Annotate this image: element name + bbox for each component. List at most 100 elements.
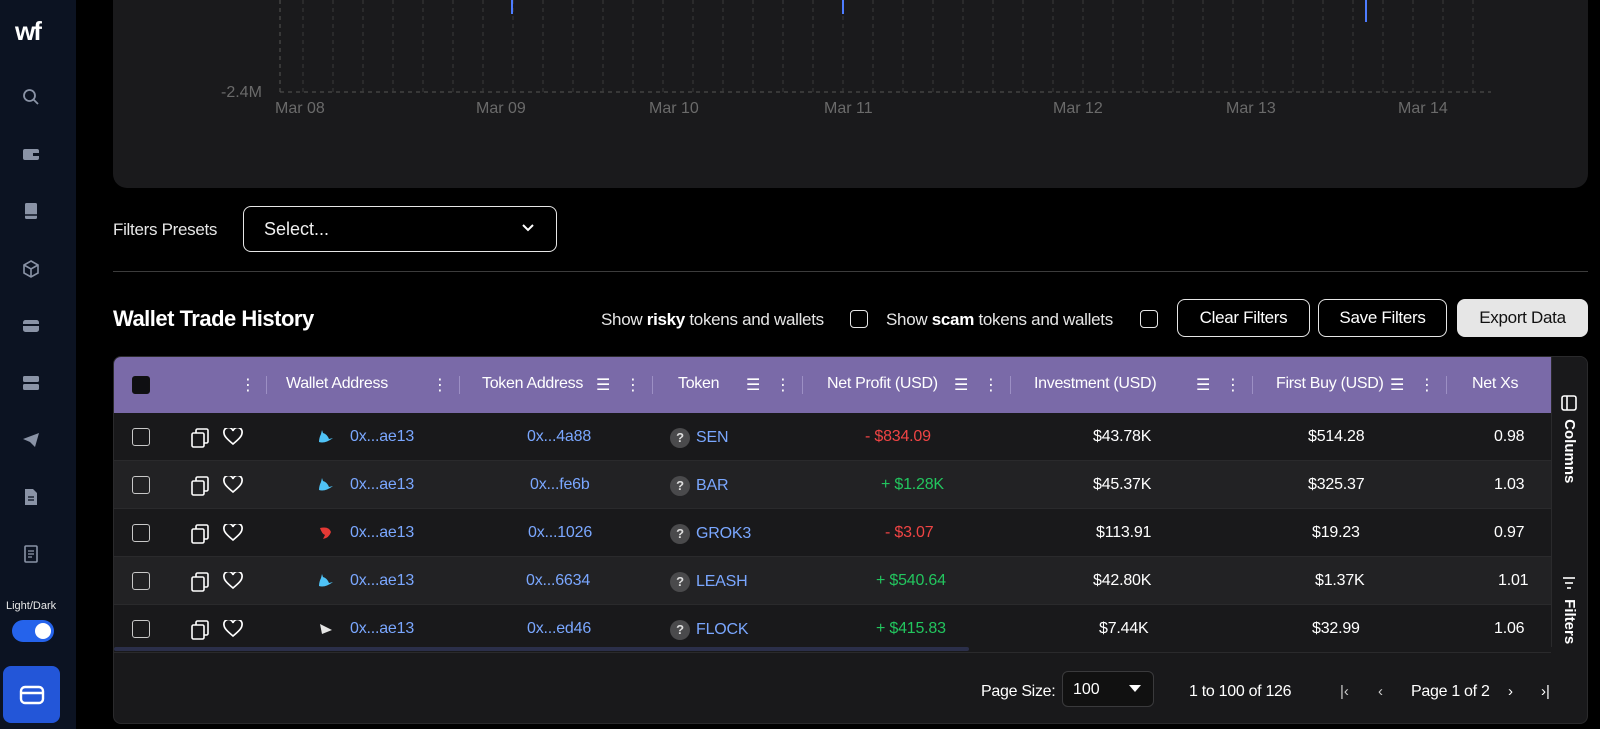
heart-icon[interactable] — [223, 522, 243, 547]
last-page-icon[interactable]: ›| — [1541, 683, 1550, 700]
export-data-button[interactable]: Export Data — [1457, 299, 1588, 337]
first-buy-value: $1.37K — [1315, 572, 1365, 589]
filter-icon — [1563, 577, 1575, 589]
filters-presets-select[interactable]: Select... — [243, 206, 557, 252]
clear-filters-button[interactable]: Clear Filters — [1177, 299, 1310, 337]
filters-tab[interactable]: Filters — [1561, 575, 1578, 644]
filters-presets-label: Filters Presets — [113, 220, 218, 239]
column-menu-icon[interactable]: ⋮ — [432, 377, 448, 394]
col-investment[interactable]: Investment (USD) — [1034, 375, 1157, 392]
save-filters-button[interactable]: Save Filters — [1318, 299, 1447, 337]
heart-icon[interactable] — [223, 426, 243, 451]
book-icon[interactable] — [20, 200, 42, 222]
columns-icon — [1561, 395, 1577, 411]
token-link[interactable]: ? FLOCK — [670, 620, 749, 640]
row-checkbox[interactable] — [132, 620, 150, 638]
filter-icon[interactable]: ☰ — [1196, 377, 1211, 394]
telegram-icon[interactable] — [20, 429, 42, 451]
col-token-address[interactable]: Token Address — [482, 375, 584, 392]
app-logo[interactable]: wf — [15, 16, 42, 46]
next-page-icon[interactable]: › — [1508, 683, 1513, 700]
copy-icon[interactable] — [191, 428, 209, 453]
select-value: Select... — [264, 218, 330, 239]
sidebar: wf Light/Dark — [0, 0, 76, 729]
token-link[interactable]: ? LEASH — [670, 572, 748, 592]
token-address-link[interactable]: 0x...6634 — [526, 572, 591, 589]
pnl-chart: -2.4M Mar 08 Mar 09 Mar 10 Mar 11 Mar 12… — [113, 0, 1588, 188]
wallet-address-link[interactable]: 0x...ae13 — [350, 428, 415, 445]
card-icon[interactable] — [20, 315, 42, 337]
row-checkbox[interactable] — [132, 524, 150, 542]
col-wallet-address[interactable]: Wallet Address — [286, 375, 388, 392]
theme-toggle[interactable] — [12, 620, 54, 642]
column-menu-icon[interactable]: ⋮ — [775, 377, 791, 394]
page-size-value: 100 — [1073, 681, 1100, 698]
net-profit-value: + $540.64 — [876, 572, 946, 589]
page-size-select[interactable]: 100 — [1062, 671, 1154, 707]
col-first-buy[interactable]: First Buy (USD) — [1276, 375, 1384, 392]
document-icon[interactable] — [20, 486, 42, 508]
filter-icon[interactable]: ☰ — [1390, 377, 1405, 394]
columns-tab[interactable]: Columns — [1561, 395, 1578, 483]
token-link[interactable]: ? GROK3 — [670, 524, 751, 544]
heart-icon[interactable] — [223, 474, 243, 499]
investment-value: $42.80K — [1093, 572, 1152, 589]
token-link[interactable]: ? BAR — [670, 476, 729, 496]
row-checkbox[interactable] — [132, 572, 150, 590]
filter-icon[interactable]: ☰ — [596, 377, 611, 394]
col-net-xs[interactable]: Net Xs — [1472, 375, 1519, 392]
search-icon[interactable] — [20, 86, 42, 108]
server-icon[interactable] — [20, 372, 42, 394]
copy-icon[interactable] — [191, 620, 209, 645]
column-menu-icon[interactable]: ⋮ — [983, 377, 999, 394]
first-buy-value: $514.28 — [1308, 428, 1365, 445]
first-page-icon[interactable]: |‹ — [1340, 683, 1349, 700]
first-buy-value: $19.23 — [1312, 524, 1360, 541]
whale-icon — [317, 572, 335, 595]
column-menu-icon[interactable]: ⋮ — [1419, 377, 1435, 394]
column-menu-icon[interactable]: ⋮ — [240, 377, 256, 394]
wallet-address-link[interactable]: 0x...ae13 — [350, 476, 415, 493]
filter-icon[interactable]: ☰ — [954, 377, 969, 394]
col-token[interactable]: Token — [678, 375, 720, 392]
cube-icon[interactable] — [20, 258, 42, 280]
prev-page-icon[interactable]: ‹ — [1378, 683, 1383, 700]
row-checkbox[interactable] — [132, 476, 150, 494]
token-address-link[interactable]: 0x...4a88 — [527, 428, 592, 445]
table-row[interactable]: 0x...ae13 0x...fe6b ? BAR + $1.28K $45.37… — [114, 461, 1551, 509]
x-tick-label: Mar 12 — [1053, 100, 1103, 117]
show-scam-checkbox[interactable] — [1140, 310, 1158, 328]
horizontal-scrollbar[interactable] — [114, 647, 969, 651]
row-checkbox[interactable] — [132, 428, 150, 446]
copy-icon[interactable] — [191, 476, 209, 501]
token-address-link[interactable]: 0x...ed46 — [527, 620, 592, 637]
filter-icon[interactable]: ☰ — [746, 377, 761, 394]
copy-icon[interactable] — [191, 524, 209, 549]
receipt-icon[interactable] — [20, 543, 42, 565]
select-all-checkbox[interactable] — [132, 376, 150, 394]
copy-icon[interactable] — [191, 572, 209, 597]
whale-icon — [317, 428, 335, 451]
heart-icon[interactable] — [223, 570, 243, 595]
unknown-token-icon: ? — [670, 572, 690, 592]
table-row[interactable]: 0x...ae13 0x...4a88 ? SEN - $834.09 $43.7… — [114, 413, 1551, 461]
x-tick-label: Mar 13 — [1226, 100, 1276, 117]
col-net-profit[interactable]: Net Profit (USD) — [827, 375, 938, 392]
show-risky-checkbox[interactable] — [850, 310, 868, 328]
table-row[interactable]: 0x...ae13 0x...1026 ? GROK3 - $3.07 $113.… — [114, 509, 1551, 557]
wallet-address-link[interactable]: 0x...ae13 — [350, 524, 415, 541]
heart-icon[interactable] — [223, 618, 243, 643]
token-address-link[interactable]: 0x...1026 — [528, 524, 593, 541]
shrimp-icon — [317, 524, 335, 547]
wallet-icon[interactable] — [20, 143, 42, 165]
token-address-link[interactable]: 0x...fe6b — [530, 476, 590, 493]
wallet-address-link[interactable]: 0x...ae13 — [350, 620, 415, 637]
fish-icon — [317, 620, 335, 643]
token-link[interactable]: ? SEN — [670, 428, 729, 448]
column-menu-icon[interactable]: ⋮ — [625, 377, 641, 394]
wallet-connect-button[interactable] — [3, 666, 60, 723]
table-row[interactable]: 0x...ae13 0x...ed46 ? FLOCK + $415.83 $7.… — [114, 605, 1551, 653]
column-menu-icon[interactable]: ⋮ — [1225, 377, 1241, 394]
table-row[interactable]: 0x...ae13 0x...6634 ? LEASH + $540.64 $42… — [114, 557, 1551, 605]
wallet-address-link[interactable]: 0x...ae13 — [350, 572, 415, 589]
